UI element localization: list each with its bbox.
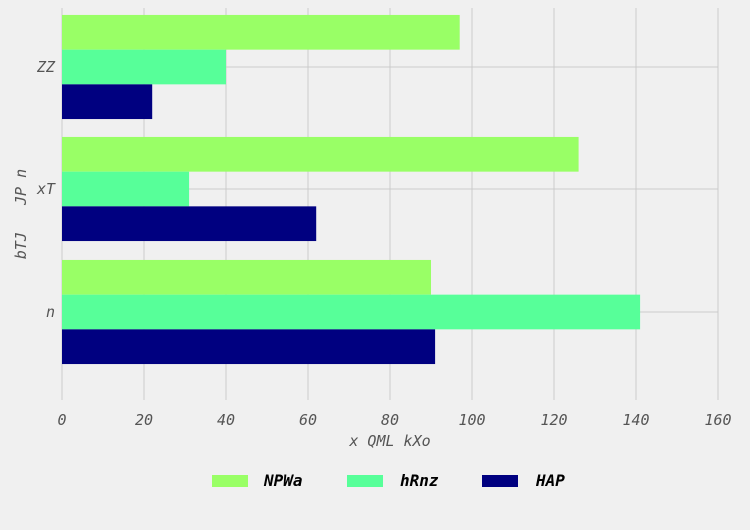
x-tick-label: 120 [540,411,567,429]
x-tick-labels: 0 20 40 60 80 100 120 140 160 [57,411,731,429]
x-tick-label: 160 [704,411,731,429]
legend-swatch [347,475,383,487]
x-tick-label: 60 [299,411,317,429]
x-axis-title: x QML kXo [348,432,430,450]
bar-NPWa-n [62,259,431,295]
x-tick-label: 140 [622,411,649,429]
x-tick-label: 40 [217,411,235,429]
legend-item-HAP: HAP [482,471,565,490]
x-tick-label: 0 [57,411,66,429]
bar-NPWa-xT [62,136,579,172]
bar-hRnz-xT [62,171,190,207]
bars [62,14,641,365]
bar-HAP-n [62,329,436,365]
legend-item-NPWa: NPWa [212,471,303,490]
y-tick-label: ZZ [36,58,56,76]
bar-hRnz-n [62,294,641,330]
bar-NPWa-ZZ [62,14,460,50]
legend-label: hRnz [400,471,439,490]
legend-swatch [482,475,518,487]
x-tick-label: 20 [135,411,153,429]
y-tick-labels: ZZ xT n [36,58,56,321]
y-axis-title: bTJ JP n [12,169,30,259]
bar-HAP-ZZ [62,84,153,120]
legend-item-hRnz: hRnz [347,471,439,490]
x-tick-label: 80 [381,411,399,429]
y-tick-label: xT [36,180,56,198]
legend-label: NPWa [263,471,303,490]
legend: NPWa hRnz HAP [212,471,565,490]
legend-swatch [212,475,248,487]
y-tick-label: n [46,303,55,321]
legend-label: HAP [535,471,565,490]
x-tick-label: 100 [458,411,485,429]
bar-HAP-xT [62,206,317,242]
bar-hRnz-ZZ [62,49,226,85]
